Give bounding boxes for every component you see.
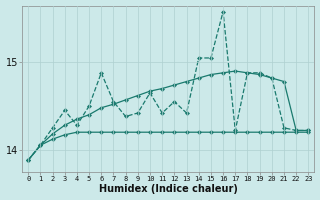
X-axis label: Humidex (Indice chaleur): Humidex (Indice chaleur): [99, 184, 238, 194]
